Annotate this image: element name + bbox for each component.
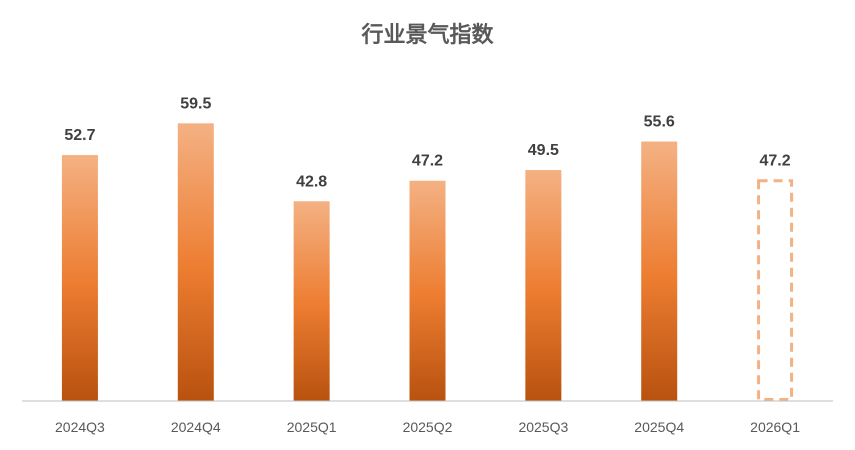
- value-label: 59.5: [180, 95, 211, 112]
- value-labels-group: 52.7 59.5 42.8 47.2 49.5 55.6 47.2: [64, 95, 790, 190]
- value-label: 47.2: [760, 153, 791, 170]
- x-tick-label: 2026Q1: [750, 419, 800, 435]
- bar: [61, 155, 98, 401]
- bar: [293, 201, 330, 401]
- value-label: 42.8: [296, 173, 327, 190]
- value-label: 52.7: [64, 127, 95, 144]
- bar: [177, 123, 214, 401]
- value-label: 55.6: [644, 114, 675, 131]
- value-label: 47.2: [412, 153, 443, 170]
- x-tick-label: 2024Q4: [171, 419, 221, 435]
- x-tick-label: 2025Q2: [403, 419, 453, 435]
- bar: [409, 180, 446, 401]
- value-label: 49.5: [528, 142, 559, 159]
- bars-group: [61, 123, 794, 402]
- chart-title: 行业景气指数: [360, 22, 494, 48]
- x-tick-label: 2025Q4: [634, 419, 684, 435]
- x-tick-label: 2025Q1: [287, 419, 337, 435]
- x-tick-label: 2025Q3: [518, 419, 568, 435]
- x-tick-labels-group: 2024Q3 2024Q4 2025Q1 2025Q2 2025Q3 2025Q4 2026…: [55, 419, 800, 435]
- x-tick-label: 2024Q3: [55, 419, 105, 435]
- bar-forecast: [757, 179, 794, 401]
- bar: [641, 141, 678, 402]
- bar: [525, 170, 562, 401]
